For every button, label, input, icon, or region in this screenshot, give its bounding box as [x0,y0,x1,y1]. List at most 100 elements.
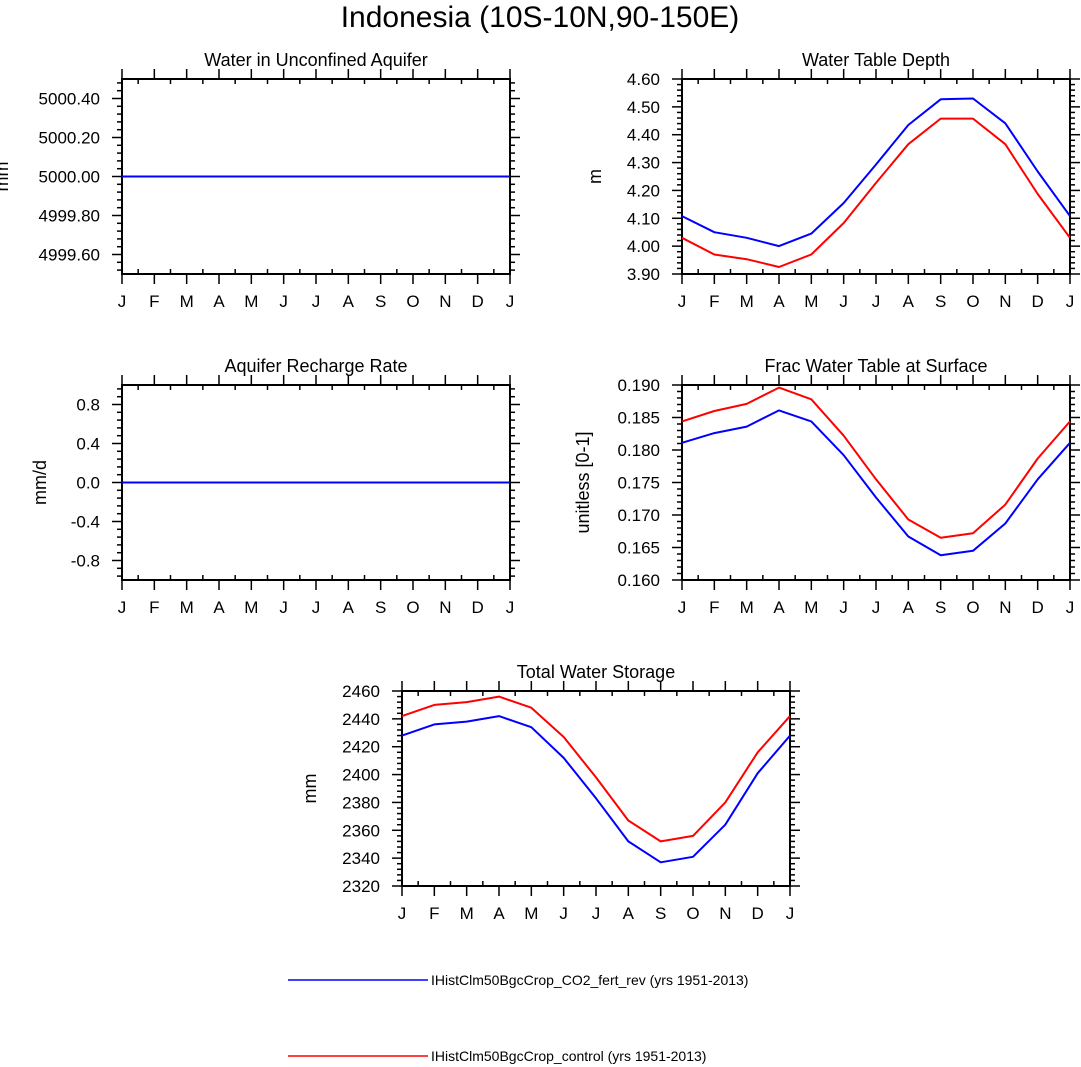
total-water-storage-y-tick-label: 2460 [342,682,380,701]
frac-water-table-at-surface-y-tick-label: 0.180 [617,441,660,460]
frac-water-table-at-surface-x-tick-label: F [709,598,719,617]
water-table-depth-series-line-control [681,117,1071,268]
water-in-unconfined-aquifer-x-tick-label: J [506,292,515,311]
water-in-unconfined-aquifer-y-tick-label: 4999.80 [39,207,100,226]
aquifer-recharge-rate-title: Aquifer Recharge Rate [224,356,407,376]
aquifer-recharge-rate-y-axis-label: mm/d [30,460,50,505]
water-in-unconfined-aquifer-x-tick-label: M [180,292,194,311]
total-water-storage-y-axis-label: mm [300,774,320,804]
aquifer-recharge-rate-y-tick-label: -0.8 [71,552,100,571]
water-table-depth-x-tick-label: J [1066,292,1075,311]
water-table-depth-y-tick-label: 4.40 [627,126,660,145]
aquifer-recharge-rate-y-tick-label: 0.8 [76,396,100,415]
legend: IHistClm50BgcCrop_CO2_fert_rev (yrs 1951… [288,972,748,1064]
legend-label-control: IHistClm50BgcCrop_control (yrs 1951-2013… [431,1048,706,1064]
aquifer-recharge-rate-x-tick-label: M [244,598,258,617]
aquifer-recharge-rate-y-tick-label: 0.4 [76,435,100,454]
water-in-unconfined-aquifer-y-tick-label: 5000.20 [39,129,100,148]
water-in-unconfined-aquifer-x-tick-label: N [439,292,451,311]
water-in-unconfined-aquifer-x-tick-label: F [149,292,159,311]
water-table-depth-y-tick-label: 3.90 [627,265,660,284]
aquifer-recharge-rate-x-tick-label: J [118,598,127,617]
frac-water-table-at-surface-x-tick-label: D [1032,598,1044,617]
water-table-depth-x-tick-label: M [804,292,818,311]
water-in-unconfined-aquifer-x-tick-label: M [244,292,258,311]
total-water-storage-x-tick-label: D [752,904,764,923]
total-water-storage-y-tick-label: 2380 [342,793,380,812]
water-table-depth-x-tick-label: A [903,292,915,311]
aquifer-recharge-rate-x-tick-label: N [439,598,451,617]
frac-water-table-at-surface-y-tick-label: 0.175 [617,474,660,493]
water-in-unconfined-aquifer-y-axis-label: mm [0,162,12,192]
frac-water-table-at-surface-x-tick-label: S [935,598,946,617]
total-water-storage-x-tick-label: N [719,904,731,923]
total-water-storage-y-tick-label: 2340 [342,849,380,868]
water-in-unconfined-aquifer-x-tick-label: J [312,292,321,311]
frac-water-table-at-surface-series-line-control [681,386,1071,539]
frac-water-table-at-surface-x-tick-label: O [966,598,979,617]
aquifer-recharge-rate-x-tick-label: S [375,598,386,617]
total-water-storage-y-tick-label: 2440 [342,710,380,729]
water-table-depth-y-tick-label: 4.60 [627,70,660,89]
aquifer-recharge-rate-x-tick-label: A [343,598,355,617]
total-water-storage-series-line-co2-fert-rev [401,715,791,864]
aquifer-recharge-rate-x-tick-label: M [180,598,194,617]
frac-water-table-at-surface-x-tick-label: N [999,598,1011,617]
water-table-depth-y-tick-label: 4.00 [627,237,660,256]
water-table-depth-x-tick-label: S [935,292,946,311]
total-water-storage-x-tick-label: M [460,904,474,923]
aquifer-recharge-rate-x-tick-label: F [149,598,159,617]
frac-water-table-at-surface-title: Frac Water Table at Surface [764,356,987,376]
water-in-unconfined-aquifer-x-tick-label: A [213,292,225,311]
frac-water-table-at-surface-y-tick-label: 0.160 [617,571,660,590]
water-in-unconfined-aquifer-x-tick-label: O [406,292,419,311]
total-water-storage-x-tick-label: J [592,904,601,923]
water-table-depth-x-tick-label: J [678,292,687,311]
water-in-unconfined-aquifer-x-tick-label: J [279,292,288,311]
water-in-unconfined-aquifer-x-tick-label: D [472,292,484,311]
aquifer-recharge-rate-x-tick-label: O [406,598,419,617]
total-water-storage-x-tick-label: A [623,904,635,923]
total-water-storage-x-tick-label: J [398,904,407,923]
total-water-storage-y-tick-label: 2360 [342,821,380,840]
total-water-storage-x-tick-label: J [559,904,568,923]
aquifer-recharge-rate-x-tick-label: J [506,598,515,617]
total-water-storage-title: Total Water Storage [517,662,675,682]
frac-water-table-at-surface-y-tick-label: 0.190 [617,376,660,395]
water-table-depth-x-tick-label: N [999,292,1011,311]
water-table-depth-x-tick-label: J [872,292,881,311]
frac-water-table-at-surface-x-tick-label: M [804,598,818,617]
total-water-storage-y-tick-label: 2400 [342,766,380,785]
aquifer-recharge-rate-x-tick-label: A [213,598,225,617]
total-water-storage-x-tick-label: O [686,904,699,923]
total-water-storage-x-tick-label: A [493,904,505,923]
water-table-depth-y-axis-label: m [585,169,605,184]
frac-water-table-at-surface-x-tick-label: J [1066,598,1075,617]
aquifer-recharge-rate-x-tick-label: J [312,598,321,617]
total-water-storage-x-tick-label: J [786,904,795,923]
water-table-depth-x-tick-label: A [773,292,785,311]
water-table-depth-series-line-co2-fert-rev [681,97,1071,248]
frac-water-table-at-surface-x-tick-label: J [872,598,881,617]
figure-title: Indonesia (10S-10N,90-150E) [341,1,740,34]
frac-water-table-at-surface-y-tick-label: 0.170 [617,506,660,525]
water-table-depth-y-tick-label: 4.50 [627,98,660,117]
water-table-depth-x-tick-label: J [839,292,848,311]
frac-water-table-at-surface-x-tick-label: A [773,598,785,617]
water-in-unconfined-aquifer-title: Water in Unconfined Aquifer [204,50,427,70]
water-in-unconfined-aquifer-x-tick-label: J [118,292,127,311]
total-water-storage-y-tick-label: 2420 [342,738,380,757]
legend-label-co2-fert-rev: IHistClm50BgcCrop_CO2_fert_rev (yrs 1951… [431,972,748,988]
aquifer-recharge-rate-x-tick-label: D [472,598,484,617]
total-water-storage-series-line-control [401,695,791,843]
water-table-depth-x-tick-label: M [740,292,754,311]
frac-water-table-at-surface-y-tick-label: 0.185 [617,409,660,428]
aquifer-recharge-rate-y-tick-label: -0.4 [71,513,100,532]
water-table-depth-x-tick-label: F [709,292,719,311]
total-water-storage-x-tick-label: M [524,904,538,923]
